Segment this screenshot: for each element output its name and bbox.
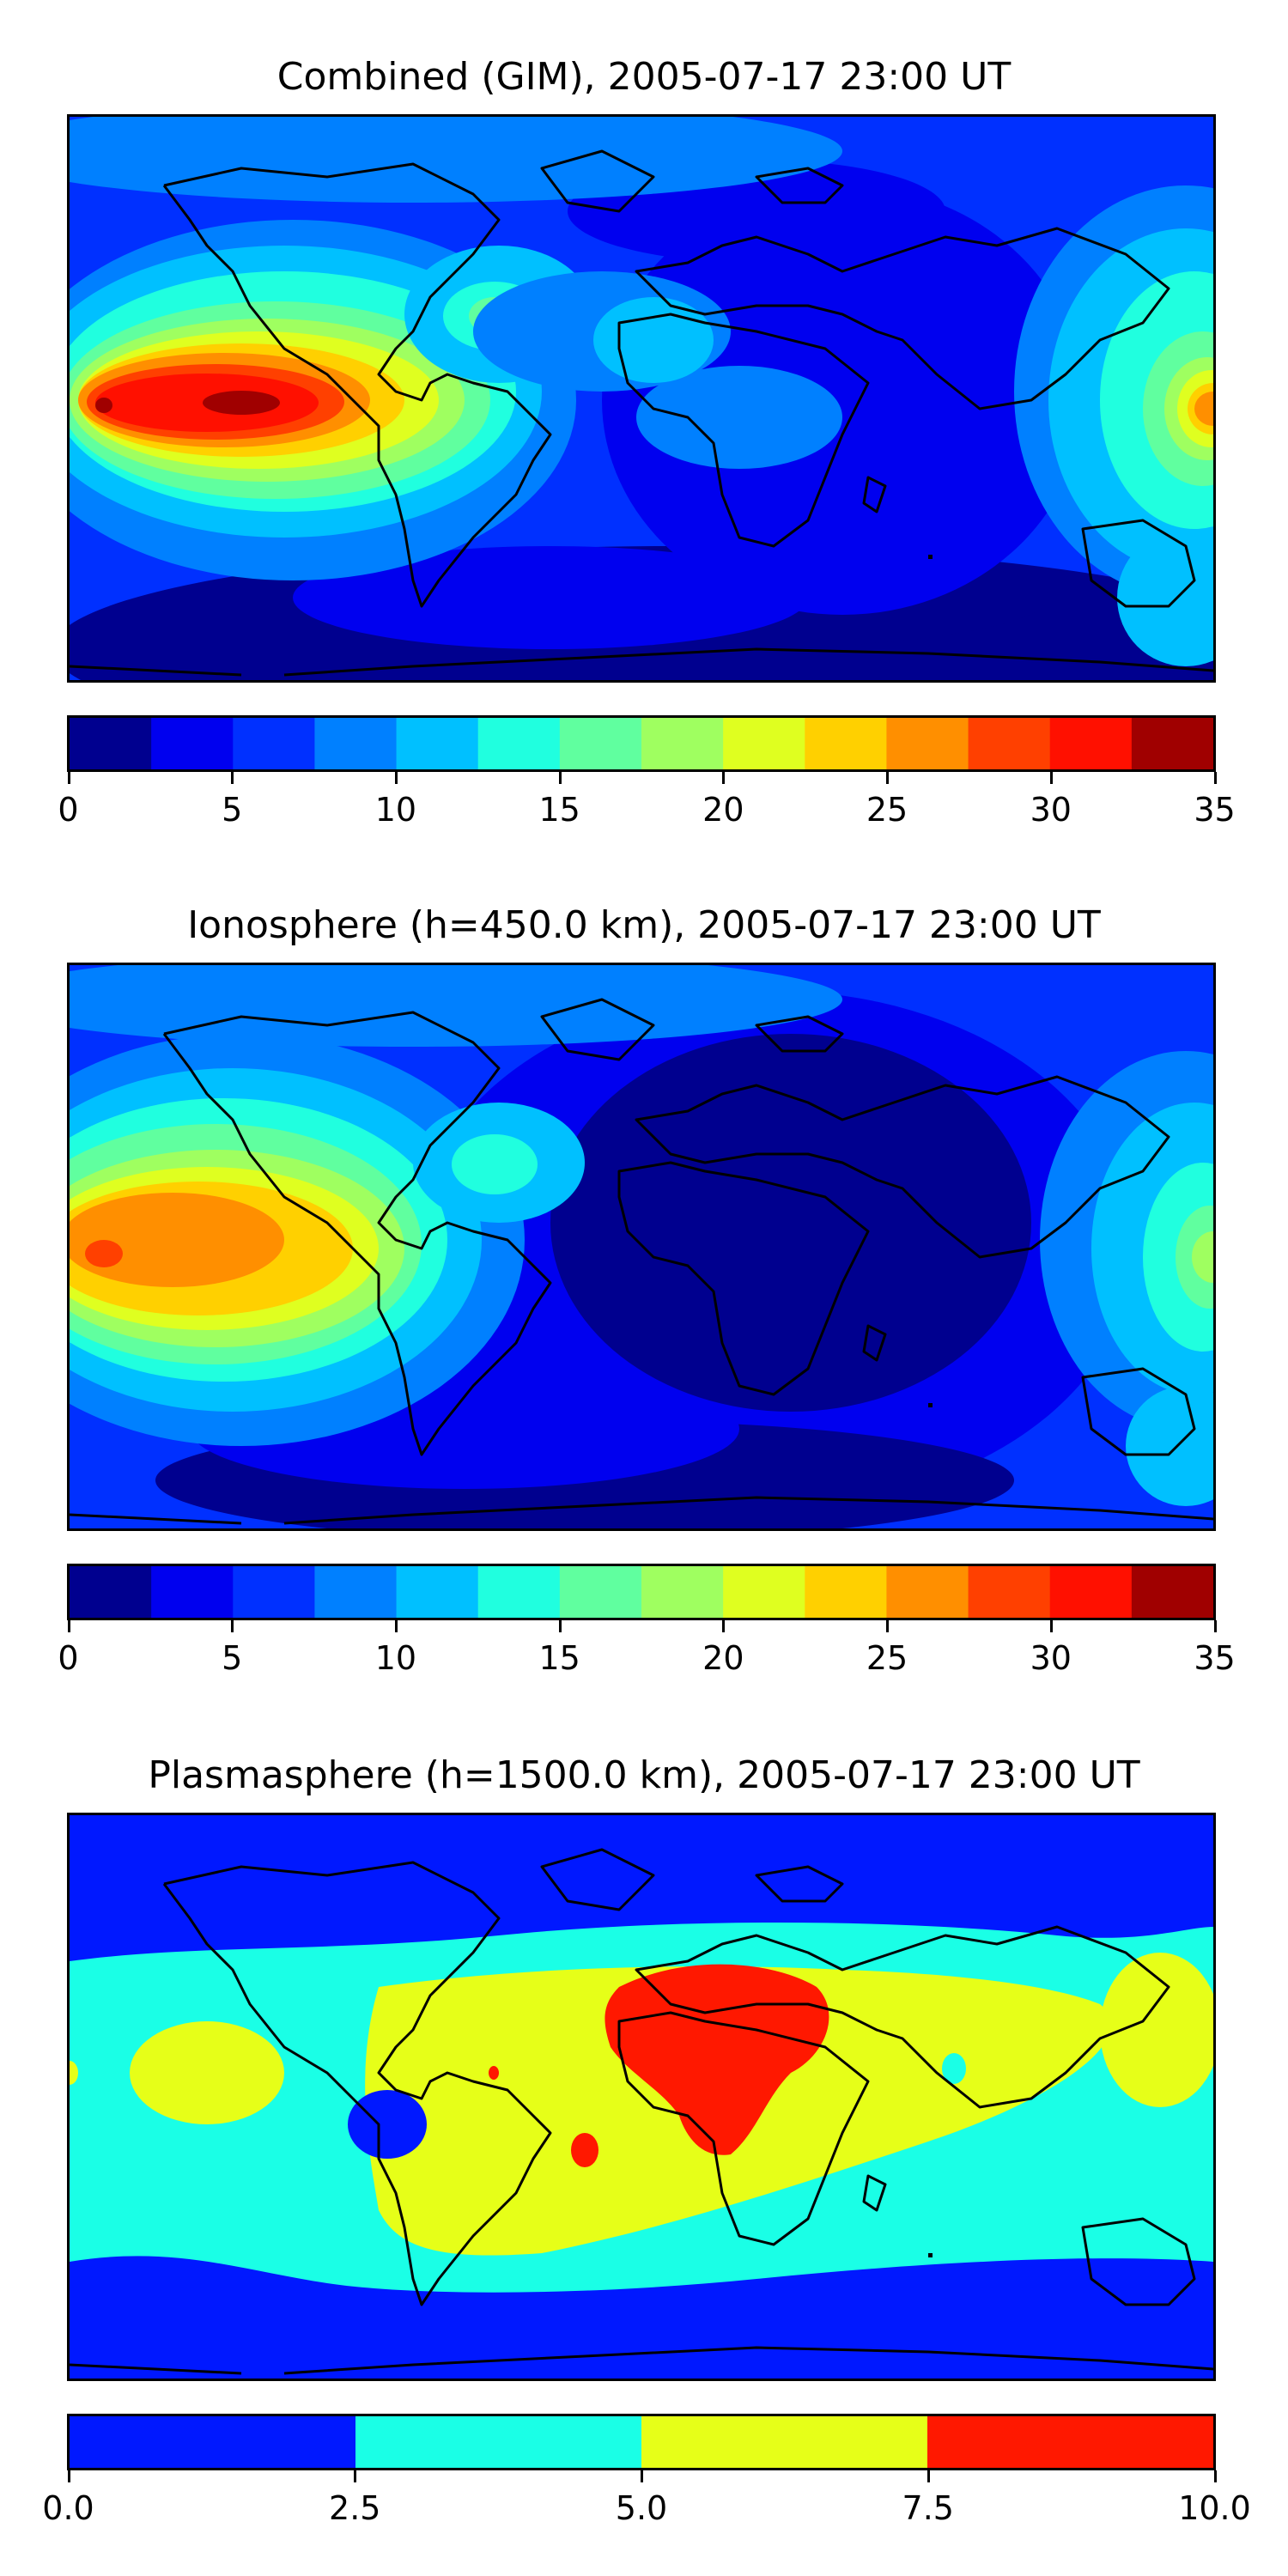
- tick-mark: [722, 1620, 726, 1632]
- plasmasphere-colorbar: [67, 2414, 1216, 2470]
- ionosphere-colorbar-segment: [314, 1566, 398, 1618]
- tick-label: 35: [1194, 1639, 1236, 1677]
- plasmasphere-colorbar-segment: [927, 2416, 1213, 2468]
- combined-colorbar-segment: [70, 718, 152, 769]
- combined-map: [67, 114, 1216, 683]
- combined-colorbar-segment: [968, 718, 1051, 769]
- combined-colorbar-ticks: 0 5 10 15 20 25 30 35: [58, 772, 1236, 829]
- plasmasphere-colorbar-svg: [70, 2416, 1213, 2468]
- tick-mark: [67, 2470, 70, 2482]
- tick-label: 0: [58, 1639, 79, 1677]
- ionosphere-colorbar-segment: [723, 1566, 805, 1618]
- tick-mark: [394, 772, 398, 784]
- tick-mark: [67, 772, 70, 784]
- combined-colorbar-svg: [70, 718, 1213, 769]
- plasmasphere-map: [67, 1813, 1216, 2381]
- plasmasphere-colorbar-segment: [70, 2416, 356, 2468]
- ionosphere-colorbar-segment: [477, 1566, 561, 1618]
- tick-mark: [886, 772, 890, 784]
- tick-mark: [1049, 772, 1053, 784]
- plasmasphere-map-title: Plasmasphere (h=1500.0 km), 2005-07-17 2…: [148, 1753, 1140, 1797]
- ionosphere-colorbar-segment: [641, 1566, 724, 1618]
- tick-mark: [1213, 2470, 1217, 2482]
- combined-colorbar-segment: [314, 718, 398, 769]
- ionosphere-map-title: Ionosphere (h=450.0 km), 2005-07-17 23:0…: [187, 903, 1101, 947]
- plasmasphere-colorbar-segment: [641, 2416, 928, 2468]
- tick-mark: [927, 2470, 930, 2482]
- combined-colorbar: [67, 715, 1216, 772]
- tick-mark: [354, 2470, 357, 2482]
- combined-colorbar-segment: [805, 718, 888, 769]
- tick-mark: [886, 1620, 890, 1632]
- ionosphere-colorbar-svg: [70, 1566, 1213, 1618]
- ionosphere-colorbar-segment: [1131, 1566, 1213, 1618]
- combined-colorbar-segment: [233, 718, 316, 769]
- tick-mark: [641, 2470, 643, 2482]
- tick-label: 5: [222, 1639, 243, 1677]
- combined-colorbar-segment: [1131, 718, 1213, 769]
- tick-label: 7.5: [902, 2489, 954, 2527]
- tick-label: 2.5: [329, 2489, 381, 2527]
- combined-map-svg: [70, 117, 1213, 680]
- ionosphere-colorbar-segment: [233, 1566, 316, 1618]
- tick-label: 10.0: [1178, 2489, 1251, 2527]
- combined-colorbar-segment: [396, 718, 479, 769]
- ionosphere-colorbar: [67, 1564, 1216, 1620]
- tick-label: 10: [374, 1639, 417, 1677]
- plasmasphere-colorbar-segment: [355, 2416, 642, 2468]
- tick-label: 10: [374, 791, 417, 829]
- tick-label: 0.0: [42, 2489, 94, 2527]
- combined-colorbar-segment: [477, 718, 561, 769]
- tick-label: 0: [58, 791, 79, 829]
- tick-label: 20: [702, 1639, 744, 1677]
- plasmasphere-map-svg: [70, 1815, 1213, 2379]
- ionosphere-colorbar-segment: [886, 1566, 969, 1618]
- ionosphere-colorbar-segment: [396, 1566, 479, 1618]
- tick-label: 35: [1194, 791, 1236, 829]
- combined-colorbar-segment: [559, 718, 642, 769]
- combined-colorbar-segment: [151, 718, 234, 769]
- tick-label: 25: [866, 1639, 908, 1677]
- tick-label: 5: [222, 791, 243, 829]
- tick-label: 15: [538, 791, 580, 829]
- tick-mark: [558, 772, 562, 784]
- tick-mark: [722, 772, 726, 784]
- ionosphere-map-svg: [70, 965, 1213, 1528]
- tick-mark: [67, 1620, 70, 1632]
- tick-label: 15: [538, 1639, 580, 1677]
- tick-mark: [1049, 1620, 1053, 1632]
- tick-label: 5.0: [615, 2489, 668, 2527]
- plasmasphere-colorbar-ticks: 0.0 2.5 5.0 7.5 10.0: [42, 2470, 1251, 2527]
- tick-mark: [558, 1620, 562, 1632]
- ionosphere-colorbar-segment: [805, 1566, 888, 1618]
- ionosphere-colorbar-segment: [1049, 1566, 1133, 1618]
- combined-map-title: Combined (GIM), 2005-07-17 23:00 UT: [276, 55, 1012, 99]
- tick-mark: [231, 1620, 234, 1632]
- tick-mark: [1213, 772, 1217, 784]
- tick-mark: [394, 1620, 398, 1632]
- combined-colorbar-segment: [886, 718, 969, 769]
- tick-label: 30: [1030, 1639, 1072, 1677]
- ionosphere-colorbar-ticks: 0 5 10 15 20 25 30 35: [58, 1620, 1236, 1677]
- tick-label: 20: [702, 791, 744, 829]
- combined-colorbar-segment: [1049, 718, 1133, 769]
- tick-mark: [1213, 1620, 1217, 1632]
- combined-colorbar-segment: [723, 718, 805, 769]
- combined-colorbar-segment: [641, 718, 724, 769]
- ionosphere-colorbar-segment: [559, 1566, 642, 1618]
- tick-label: 25: [866, 791, 908, 829]
- ionosphere-colorbar-segment: [151, 1566, 234, 1618]
- ionosphere-map: [67, 963, 1216, 1531]
- tick-mark: [231, 772, 234, 784]
- ionosphere-colorbar-segment: [70, 1566, 152, 1618]
- ionosphere-colorbar-segment: [968, 1566, 1051, 1618]
- tick-label: 30: [1030, 791, 1072, 829]
